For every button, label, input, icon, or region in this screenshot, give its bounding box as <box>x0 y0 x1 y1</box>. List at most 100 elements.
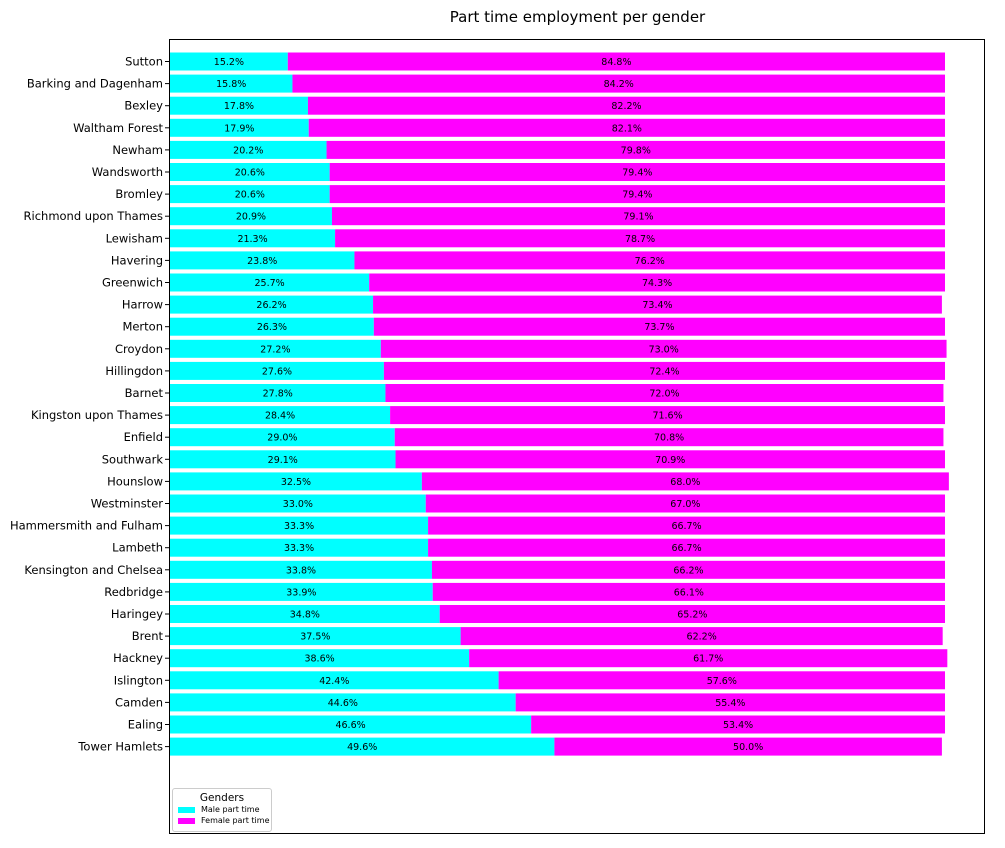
bar-male-barking-and-dagenham <box>170 74 293 93</box>
legend-label-female: Female part time <box>201 816 270 825</box>
value-label-male-tower-hamlets: 49.6% <box>347 742 377 753</box>
bar-female-richmond-upon-thames <box>331 207 946 226</box>
bar-female-barking-and-dagenham <box>292 74 945 93</box>
category-label-brent: Brent <box>132 629 164 643</box>
bar-female-bexley <box>307 96 945 115</box>
bar-female-merton <box>373 317 945 336</box>
category-label-wandsworth: Wandsworth <box>92 165 163 179</box>
bar-male-richmond-upon-thames <box>170 207 332 226</box>
bar-male-lewisham <box>170 229 336 248</box>
category-label-harrow: Harrow <box>122 298 163 312</box>
value-label-female-ealing: 53.4% <box>723 720 753 731</box>
bar-male-hounslow <box>170 472 422 491</box>
legend-label-male: Male part time <box>201 805 260 814</box>
bar-male-tower-hamlets <box>170 737 555 756</box>
bar-female-redbridge <box>432 582 946 601</box>
category-label-croydon: Croydon <box>115 342 163 356</box>
category-label-kensington-and-chelsea: Kensington and Chelsea <box>24 563 163 577</box>
value-label-male-lewisham: 21.3% <box>237 234 267 245</box>
bar-female-newham <box>326 140 945 159</box>
value-label-male-brent: 37.5% <box>300 632 330 643</box>
category-label-kingston-upon-thames: Kingston upon Thames <box>31 408 163 422</box>
value-label-female-lewisham: 78.7% <box>625 234 655 245</box>
bar-male-hillingdon <box>170 361 384 380</box>
value-label-female-merton: 73.7% <box>644 322 674 333</box>
category-label-barking-and-dagenham: Barking and Dagenham <box>27 77 163 91</box>
value-label-male-richmond-upon-thames: 20.9% <box>236 212 266 223</box>
value-label-female-hillingdon: 72.4% <box>649 366 679 377</box>
value-label-male-harrow: 26.2% <box>256 300 286 311</box>
bar-male-bexley <box>170 96 308 115</box>
bar-female-westminster <box>425 494 945 513</box>
bar-group: 15.2% 84.8% Sutton 15.8% 84.2% Barking and Da… <box>10 52 949 756</box>
value-label-male-havering: 23.8% <box>247 256 277 267</box>
category-label-lewisham: Lewisham <box>106 231 163 245</box>
value-label-male-lambeth: 33.3% <box>284 543 314 554</box>
value-label-male-waltham-forest: 17.9% <box>224 123 254 134</box>
value-label-female-camden: 55.4% <box>715 698 745 709</box>
value-label-female-bromley: 79.4% <box>622 190 652 201</box>
chart-title: Part time employment per gender <box>449 8 706 26</box>
value-label-male-westminster: 33.0% <box>283 499 313 510</box>
value-label-male-bexley: 17.8% <box>224 101 254 112</box>
bar-female-kensington-and-chelsea <box>431 560 945 579</box>
value-label-female-newham: 79.8% <box>621 145 651 156</box>
legend-entry-male: Male part time <box>178 804 271 815</box>
value-label-female-kensington-and-chelsea: 66.2% <box>673 565 703 576</box>
category-label-sutton: Sutton <box>125 55 163 69</box>
value-label-male-greenwich: 25.7% <box>254 278 284 289</box>
bar-male-bromley <box>170 185 330 204</box>
value-label-female-barking-and-dagenham: 84.2% <box>604 79 634 90</box>
value-label-male-merton: 26.3% <box>257 322 287 333</box>
bar-female-waltham-forest <box>308 118 946 137</box>
value-label-male-sutton: 15.2% <box>214 57 244 68</box>
value-label-female-sutton: 84.8% <box>601 57 631 68</box>
category-label-enfield: Enfield <box>124 430 163 444</box>
value-label-female-enfield: 70.8% <box>654 433 684 444</box>
bar-female-croydon <box>380 339 947 358</box>
value-label-male-kingston-upon-thames: 28.4% <box>265 411 295 422</box>
bar-female-greenwich <box>369 273 945 292</box>
value-label-female-hammersmith-and-fulham: 66.7% <box>671 521 701 532</box>
bar-male-islington <box>170 671 499 690</box>
value-label-male-ealing: 46.6% <box>335 720 365 731</box>
value-label-male-hackney: 38.6% <box>304 654 334 665</box>
bar-male-barnet <box>170 384 386 402</box>
bar-female-hillingdon <box>383 361 945 380</box>
category-label-camden: Camden <box>115 695 163 709</box>
value-label-male-haringey: 34.8% <box>290 610 320 621</box>
value-label-female-haringey: 65.2% <box>677 610 707 621</box>
category-label-waltham-forest: Waltham Forest <box>73 121 163 135</box>
bar-female-camden <box>515 693 945 712</box>
bar-female-havering <box>354 251 945 270</box>
category-label-bexley: Bexley <box>124 99 163 113</box>
value-label-male-newham: 20.2% <box>233 145 263 156</box>
category-label-ealing: Ealing <box>128 718 163 732</box>
value-label-male-hammersmith-and-fulham: 33.3% <box>284 521 314 532</box>
bar-female-hammersmith-and-fulham <box>428 516 945 535</box>
legend-entry-female: Female part time <box>178 815 271 826</box>
legend-title: Genders <box>199 792 245 804</box>
value-label-female-wandsworth: 79.4% <box>622 168 652 179</box>
bar-female-ealing <box>531 715 945 734</box>
bar-male-sutton <box>170 52 288 71</box>
plot-frame <box>169 39 985 834</box>
bar-male-enfield <box>170 428 395 447</box>
value-label-female-westminster: 67.0% <box>670 499 700 510</box>
value-label-male-southwark: 29.1% <box>268 455 298 466</box>
value-label-female-brent: 62.2% <box>687 632 717 643</box>
value-label-male-barking-and-dagenham: 15.8% <box>216 79 246 90</box>
value-label-female-tower-hamlets: 50.0% <box>733 742 763 753</box>
legend-swatch-female <box>178 817 195 824</box>
legend: Genders Male part time Female part time <box>172 788 272 832</box>
bar-male-wandsworth <box>170 163 330 181</box>
value-label-female-croydon: 73.0% <box>649 344 679 355</box>
bar-female-kingston-upon-thames <box>390 406 946 425</box>
category-label-redbridge: Redbridge <box>104 585 163 599</box>
value-label-male-wandsworth: 20.6% <box>235 168 265 179</box>
bar-male-hammersmith-and-fulham <box>170 516 429 535</box>
category-label-southwark: Southwark <box>102 452 164 466</box>
value-label-female-redbridge: 66.1% <box>674 587 704 598</box>
category-label-bromley: Bromley <box>115 187 163 201</box>
